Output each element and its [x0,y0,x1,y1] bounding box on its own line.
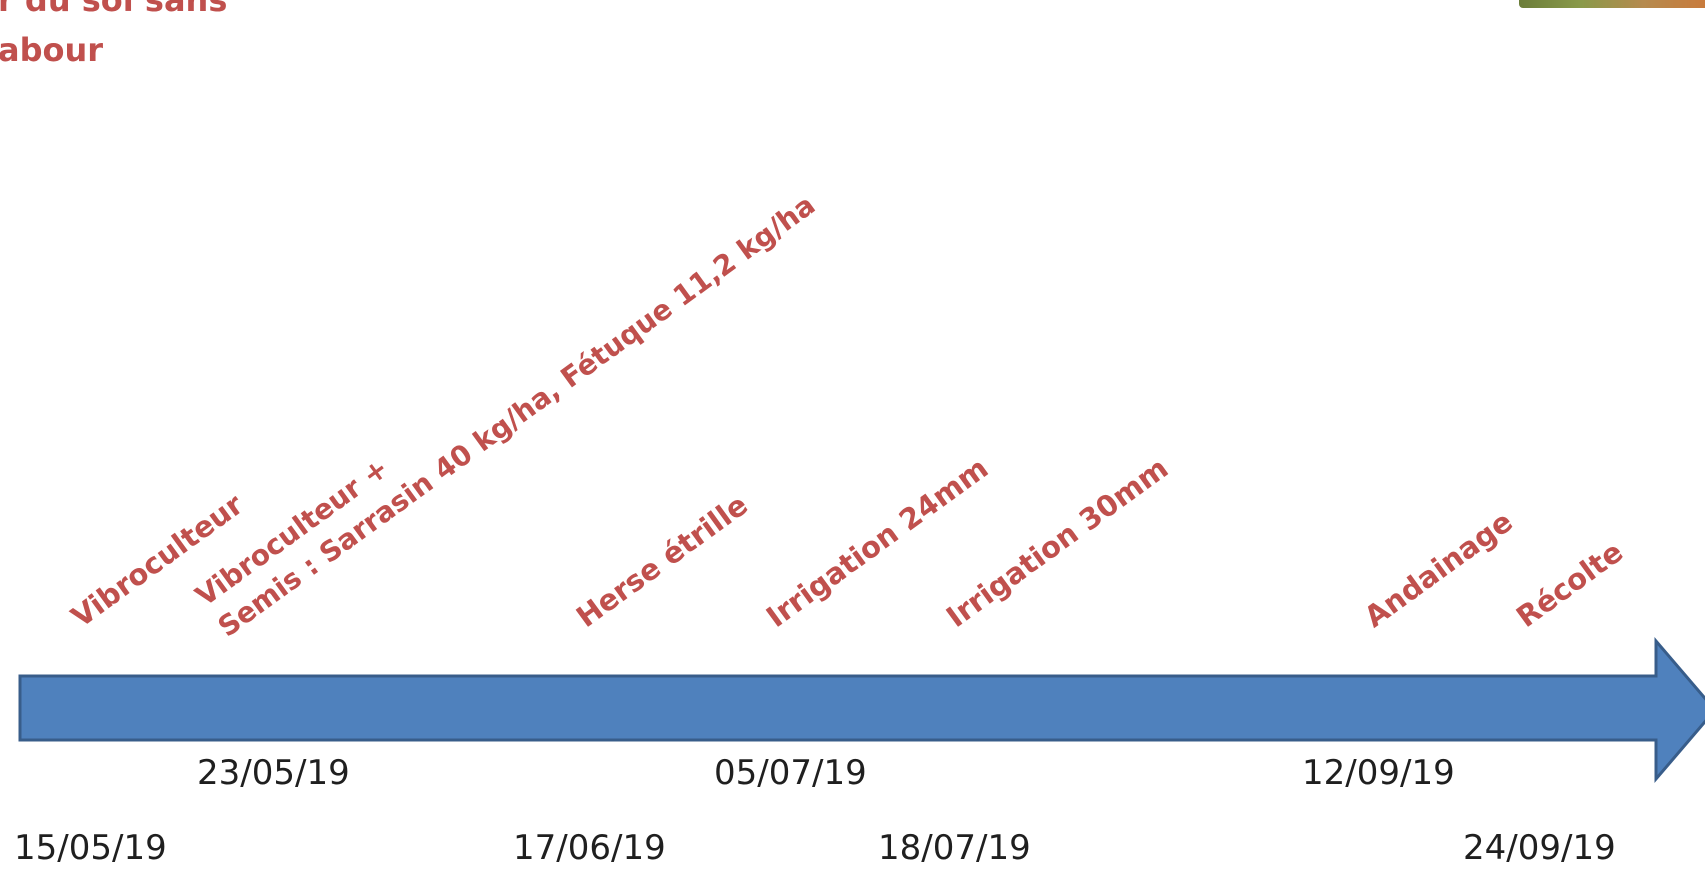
date-label-17-06-19: 17/06/19 [513,828,666,868]
date-label-24-09-19: 24/09/19 [1463,828,1616,868]
corner-photo [1519,0,1705,8]
date-label-23-05-19: 23/05/19 [197,753,350,793]
date-label-12-09-19: 12/09/19 [1302,753,1455,793]
timeline-arrow-shape [18,636,1705,784]
title-line-1: r du sol sans [0,0,228,19]
title-line-2: abour [0,31,104,69]
date-label-05-07-19: 05/07/19 [714,753,867,793]
date-label-15-05-19: 15/05/19 [14,828,167,868]
date-label-18-07-19: 18/07/19 [878,828,1031,868]
